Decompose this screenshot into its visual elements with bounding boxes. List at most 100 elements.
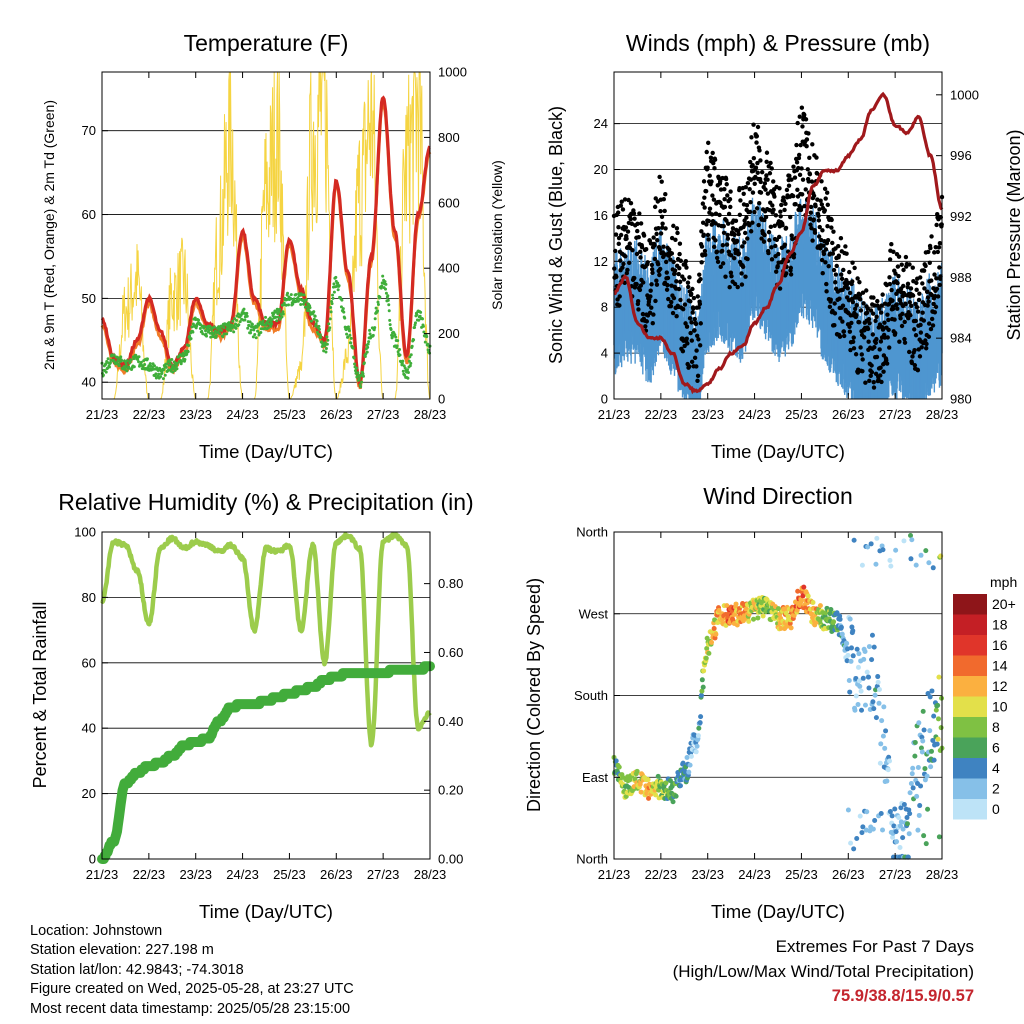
gust-point xyxy=(754,133,760,139)
gust-point xyxy=(702,195,707,200)
gust-point xyxy=(871,295,876,300)
direction-point xyxy=(870,826,876,832)
gust-point xyxy=(739,282,745,287)
gust-point xyxy=(648,294,653,299)
gust-point xyxy=(914,287,919,293)
winds-xlabel: Time (Day/UTC) xyxy=(711,441,845,462)
direction-point xyxy=(852,707,858,713)
direction-point xyxy=(898,805,904,811)
gust-point xyxy=(763,187,768,192)
direction-point xyxy=(844,640,850,646)
humidity-axes: 21/23 22/23 23/23 24/23 25/23 26/23 27/23 28/23… xyxy=(74,525,463,883)
direction-point xyxy=(886,754,892,760)
gust-point xyxy=(833,280,838,285)
gust-point xyxy=(721,230,727,235)
dewpoint-point xyxy=(275,319,279,323)
gust-point xyxy=(677,251,682,257)
temperature-xlabel: Time (Day/UTC) xyxy=(199,441,333,462)
dewpoint-point xyxy=(186,350,190,354)
direction-point xyxy=(817,603,823,609)
dewpoint-point xyxy=(198,326,202,330)
dewpoint-point xyxy=(148,362,152,366)
direction-point xyxy=(880,827,886,833)
dewpoint-point xyxy=(409,353,413,357)
gust-point xyxy=(653,298,658,304)
x-tick-label: 27/23 xyxy=(879,407,912,422)
gust-point xyxy=(696,337,701,342)
gust-point xyxy=(734,238,740,244)
direction-point xyxy=(673,793,679,799)
gust-point xyxy=(809,225,814,231)
gust-point xyxy=(895,264,901,269)
gust-point xyxy=(841,333,847,339)
gust-point xyxy=(715,259,721,265)
dewpoint-point xyxy=(332,282,336,286)
gust-point xyxy=(724,242,730,247)
gust-point xyxy=(783,225,789,231)
gust-point xyxy=(663,226,668,231)
gust-point xyxy=(799,205,804,210)
gust-point xyxy=(616,225,621,230)
gust-point xyxy=(703,188,709,194)
gust-point xyxy=(854,303,859,308)
gust-point xyxy=(836,244,841,249)
gust-point xyxy=(807,155,812,160)
y2-tick-label: 988 xyxy=(950,270,972,285)
x-tick-label: 24/23 xyxy=(226,867,259,882)
gust-point xyxy=(700,201,706,206)
gust-point xyxy=(923,346,929,351)
gust-point xyxy=(707,206,713,211)
gust-point xyxy=(674,279,679,284)
gust-point xyxy=(664,287,670,292)
legend-swatch xyxy=(953,696,987,717)
humidity-ylabel-left: Percent & Total Rainfall xyxy=(30,602,50,789)
direction-point xyxy=(847,689,853,695)
gust-point xyxy=(782,207,787,213)
gust-point xyxy=(784,187,790,193)
gust-point xyxy=(652,204,658,210)
gust-point xyxy=(695,373,701,379)
dewpoint-point xyxy=(251,335,255,339)
dewpoint-point xyxy=(388,318,392,322)
dewpoint-point xyxy=(308,306,312,310)
legend-label: 6 xyxy=(992,740,1000,756)
gust-point xyxy=(900,311,905,317)
gust-point xyxy=(807,171,813,177)
direction-point xyxy=(916,720,922,726)
dewpoint-point xyxy=(360,380,364,384)
gust-point xyxy=(624,236,629,241)
dewpoint-point xyxy=(278,307,282,311)
dewpoint-point xyxy=(401,369,405,373)
y2-tick-label: 0 xyxy=(438,392,445,407)
gust-point xyxy=(658,209,663,214)
gust-point xyxy=(808,222,813,227)
gust-point xyxy=(886,327,891,333)
direction-point xyxy=(699,688,705,694)
gust-point xyxy=(717,179,723,184)
dewpoint-point xyxy=(171,370,175,374)
gust-point xyxy=(861,301,866,306)
direction-point xyxy=(706,650,712,656)
gust-point xyxy=(651,235,656,240)
dewpoint-point xyxy=(189,337,193,341)
dewpoint-point xyxy=(409,361,413,365)
gust-point xyxy=(681,277,687,282)
dewpoint-point xyxy=(304,298,308,302)
dewpoint-point xyxy=(353,362,357,366)
gust-point xyxy=(923,263,928,269)
gust-point xyxy=(924,341,929,347)
gust-point xyxy=(655,238,660,243)
gust-point xyxy=(892,317,897,322)
gust-point xyxy=(793,201,798,207)
dewpoint-point xyxy=(207,328,211,332)
gust-point xyxy=(637,287,643,293)
direction-point xyxy=(915,827,921,833)
gust-point xyxy=(657,247,663,252)
gust-point xyxy=(808,216,813,221)
direction-point xyxy=(887,557,893,563)
gust-point xyxy=(627,241,633,246)
gust-point xyxy=(823,260,828,265)
gust-point xyxy=(812,230,818,235)
gust-point xyxy=(858,345,863,350)
